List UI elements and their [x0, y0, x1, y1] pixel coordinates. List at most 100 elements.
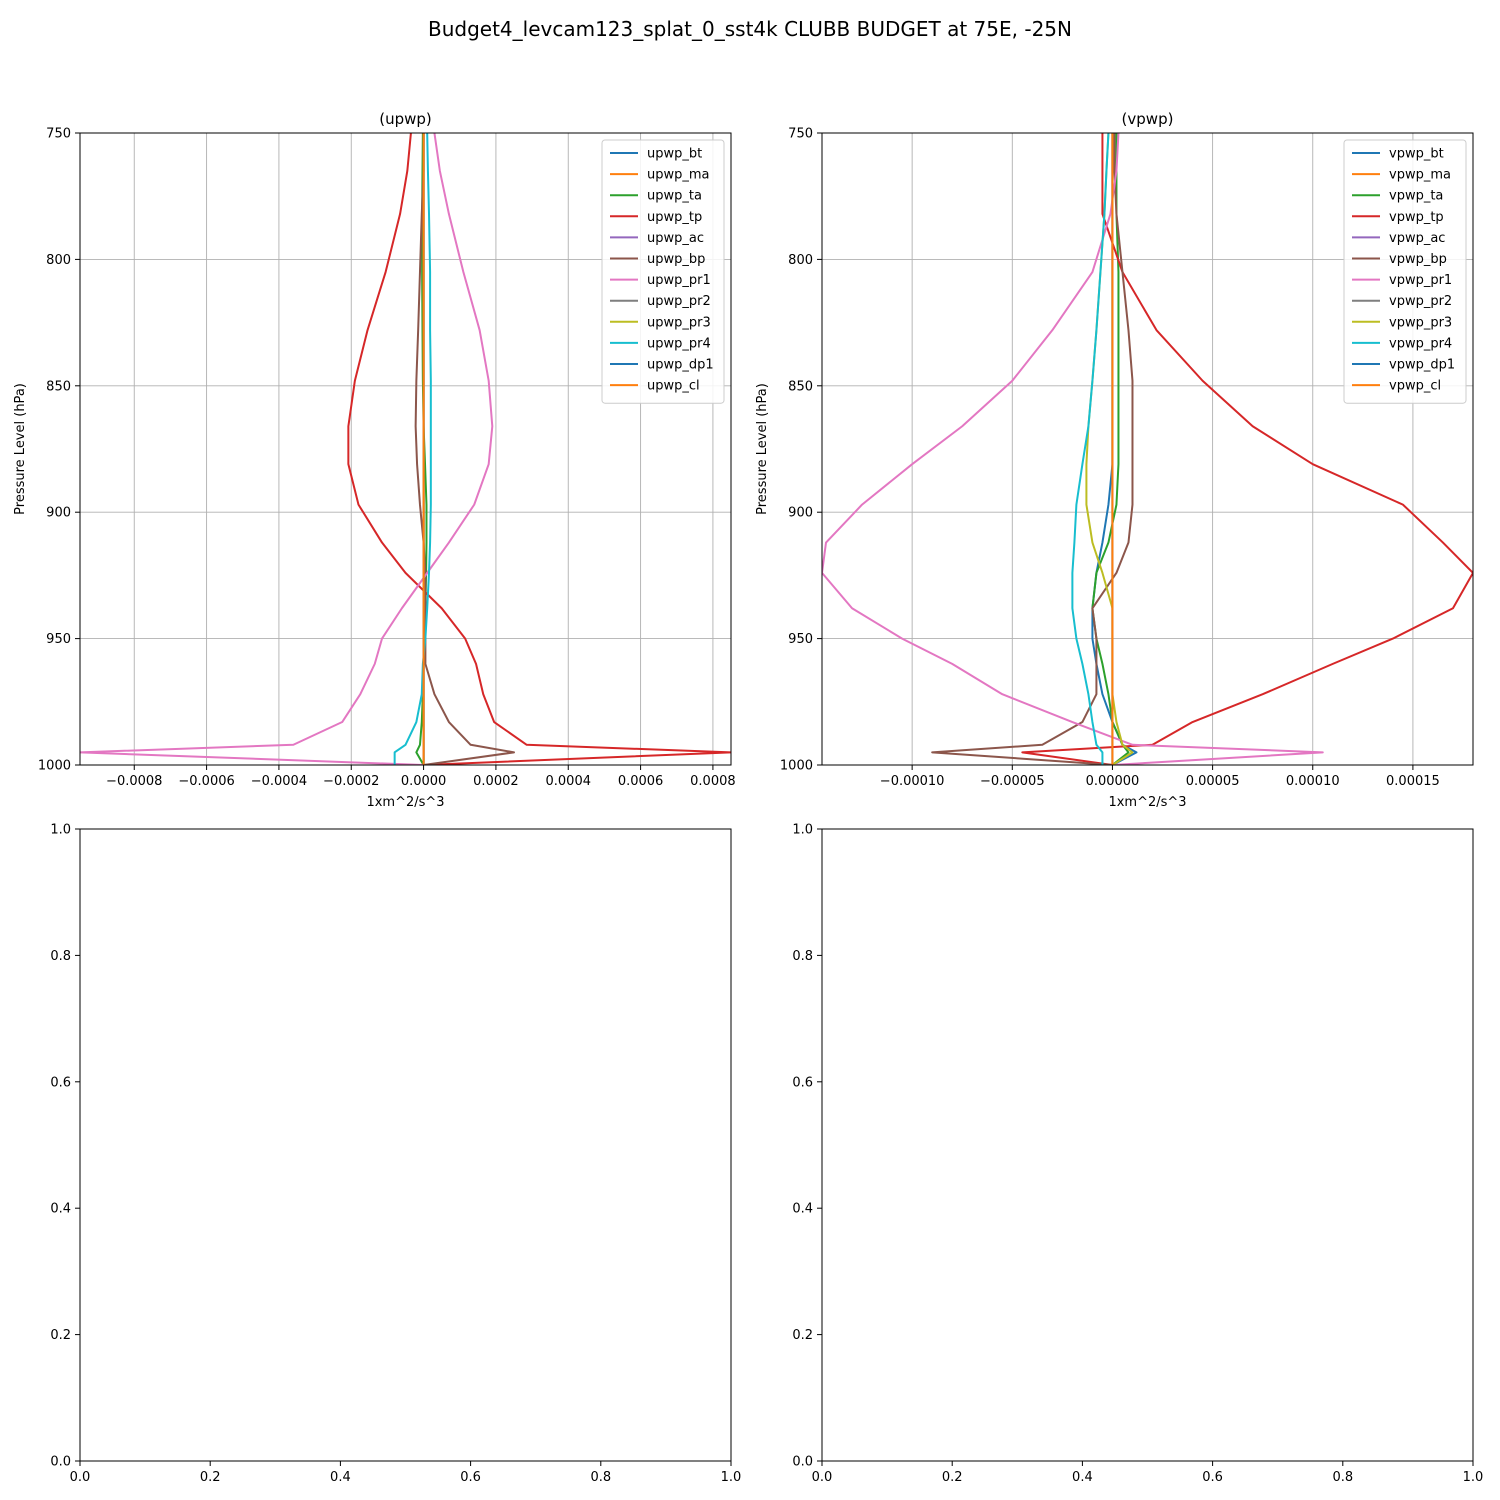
x-tick-label: 0.0006 [618, 774, 664, 789]
series-line-upwp_tp [347, 133, 731, 765]
legend-label-vpwp_pr2: vpwp_pr2 [1389, 294, 1452, 309]
series-line-upwp_pr1 [80, 133, 494, 765]
legend-label-upwp_cl: upwp_cl [647, 379, 700, 394]
legend-label-upwp_dp1: upwp_dp1 [647, 358, 714, 373]
y-tick-label: 1000 [780, 759, 813, 774]
legend: upwp_bt upwp_ma upwp_ta upwp_tp upwp_ac upwp_… [601, 139, 725, 404]
y-tick-label: 750 [788, 127, 813, 142]
y-tick-label: 950 [788, 632, 813, 647]
x-axis-label: 1xm^2/s^3 [1108, 795, 1186, 810]
x-tick-label: −0.0002 [323, 774, 379, 789]
legend-label-upwp_ac: upwp_ac [647, 231, 704, 246]
x-tick-label: 0.4 [1072, 1470, 1093, 1485]
legend-label-upwp_tp: upwp_tp [647, 210, 702, 225]
y-tick-label: 1.0 [50, 823, 71, 838]
x-tick-label: 0.6 [1202, 1470, 1223, 1485]
legend-label-vpwp_cl: vpwp_cl [1389, 379, 1441, 394]
y-tick-label: 1000 [38, 759, 71, 774]
legend-label-upwp_pr3: upwp_pr3 [647, 315, 711, 330]
y-tick-label: 800 [46, 253, 71, 268]
y-tick-label: 0.6 [792, 1075, 813, 1090]
x-tick-label: 0.0 [70, 1470, 91, 1485]
series-line-vpwp_pr1 [822, 133, 1324, 765]
legend-label-upwp_pr4: upwp_pr4 [647, 336, 711, 351]
x-tick-label: −0.00010 [880, 774, 945, 789]
axes-frame [821, 132, 1474, 766]
y-tick-label: 0.6 [50, 1075, 71, 1090]
axes-frame [821, 828, 1474, 1462]
y-tick-label: 800 [788, 253, 813, 268]
legend-label-vpwp_tp: vpwp_tp [1389, 210, 1444, 225]
y-tick-label: 0.4 [50, 1202, 71, 1217]
legend-label-upwp_pr1: upwp_pr1 [647, 273, 711, 288]
y-tick-label: 900 [788, 506, 813, 521]
y-tick-label: 850 [788, 379, 813, 394]
legend-label-upwp_pr2: upwp_pr2 [647, 294, 711, 309]
y-tick-label: 0.8 [792, 949, 813, 964]
y-tick-label: 0.0 [792, 1455, 813, 1470]
y-tick-label: 0.2 [792, 1328, 813, 1343]
x-tick-label: 0.00000 [1086, 774, 1140, 789]
legend-label-vpwp_dp1: vpwp_dp1 [1389, 358, 1455, 373]
legend: vpwp_bt vpwp_ma vpwp_ta vpwp_tp vpwp_ac vpwp_… [1343, 139, 1467, 404]
figure-title: Budget4_levcam123_splat_0_sst4k CLUBB BU… [428, 17, 1072, 41]
x-tick-label: −0.00005 [980, 774, 1045, 789]
y-tick-label: 0.8 [50, 949, 71, 964]
x-tick-label: 0.2 [200, 1470, 221, 1485]
y-tick-label: 950 [46, 632, 71, 647]
x-tick-label: −0.0006 [178, 774, 234, 789]
legend-label-vpwp_ma: vpwp_ma [1389, 168, 1451, 183]
legend-label-vpwp_pr3: vpwp_pr3 [1389, 315, 1452, 330]
legend-box [601, 139, 725, 404]
x-axis-label: 1xm^2/s^3 [366, 795, 444, 810]
y-tick-label: 850 [46, 379, 71, 394]
series-line-vpwp_bp [931, 133, 1134, 765]
y-axis-label: Pressure Level (hPa) [755, 383, 770, 515]
legend-label-vpwp_bp: vpwp_bp [1389, 252, 1447, 267]
x-tick-label: 0.0002 [473, 774, 519, 789]
y-tick-label: 0.0 [50, 1455, 71, 1470]
legend-label-upwp_bp: upwp_bp [647, 252, 705, 267]
y-tick-label: 900 [46, 506, 71, 521]
x-tick-label: 0.0 [812, 1470, 833, 1485]
y-tick-label: 1.0 [792, 823, 813, 838]
x-tick-label: 1.0 [721, 1470, 742, 1485]
axes-frame [79, 828, 732, 1462]
series-group [822, 133, 1473, 765]
y-axis-label: Pressure Level (hPa) [13, 383, 28, 515]
y-tick-label: 0.4 [792, 1202, 813, 1217]
series-line-vpwp_pr3 [1085, 133, 1134, 765]
y-tick-label: 750 [46, 127, 71, 142]
legend-label-vpwp_pr1: vpwp_pr1 [1389, 273, 1452, 288]
x-tick-label: 0.0000 [401, 774, 447, 789]
x-tick-label: 1.0 [1463, 1470, 1484, 1485]
x-tick-label: 0.4 [330, 1470, 351, 1485]
panel-vpwp: −0.00010 −0.00005 0.00000 0.00005 0.00010 0.0… [755, 110, 1474, 810]
series-line-vpwp_pr4 [1071, 133, 1110, 765]
x-tick-label: 0.0008 [690, 774, 736, 789]
panel-upwp: −0.0008 −0.0006 −0.0004 −0.0002 0.0000 0.0002… [13, 110, 736, 810]
x-tick-label: 0.2 [942, 1470, 963, 1485]
x-tick-label: 0.00015 [1386, 774, 1440, 789]
y-tick-label: 0.2 [50, 1328, 71, 1343]
x-tick-label: 0.00005 [1186, 774, 1240, 789]
legend-label-upwp_bt: upwp_bt [647, 147, 702, 162]
series-line-upwp_ta [415, 133, 428, 765]
series-line-upwp_pr4 [393, 133, 432, 765]
panel-title: (vpwp) [1122, 110, 1174, 128]
panel-title: (upwp) [379, 110, 432, 128]
x-tick-label: −0.0008 [106, 774, 162, 789]
legend-label-vpwp_pr4: vpwp_pr4 [1389, 336, 1452, 351]
panel-empty-bottom-left: 0.0 0.2 0.4 0.6 0.8 1.0 0.0 0.2 0.4 0.6 0.8 1.0 [50, 823, 741, 1486]
axes-frame [79, 132, 732, 766]
x-tick-label: 0.8 [590, 1470, 611, 1485]
legend-label-upwp_ta: upwp_ta [647, 189, 702, 204]
series-group [80, 133, 731, 765]
panel-empty-bottom-right: 0.0 0.2 0.4 0.6 0.8 1.0 0.0 0.2 0.4 0.6 0.8 1.0 [792, 823, 1483, 1486]
x-tick-label: −0.0004 [251, 774, 307, 789]
x-tick-label: 0.0004 [546, 774, 592, 789]
x-tick-label: 0.6 [460, 1470, 481, 1485]
legend-label-vpwp_bt: vpwp_bt [1389, 147, 1444, 162]
legend-label-vpwp_ta: vpwp_ta [1389, 189, 1443, 204]
